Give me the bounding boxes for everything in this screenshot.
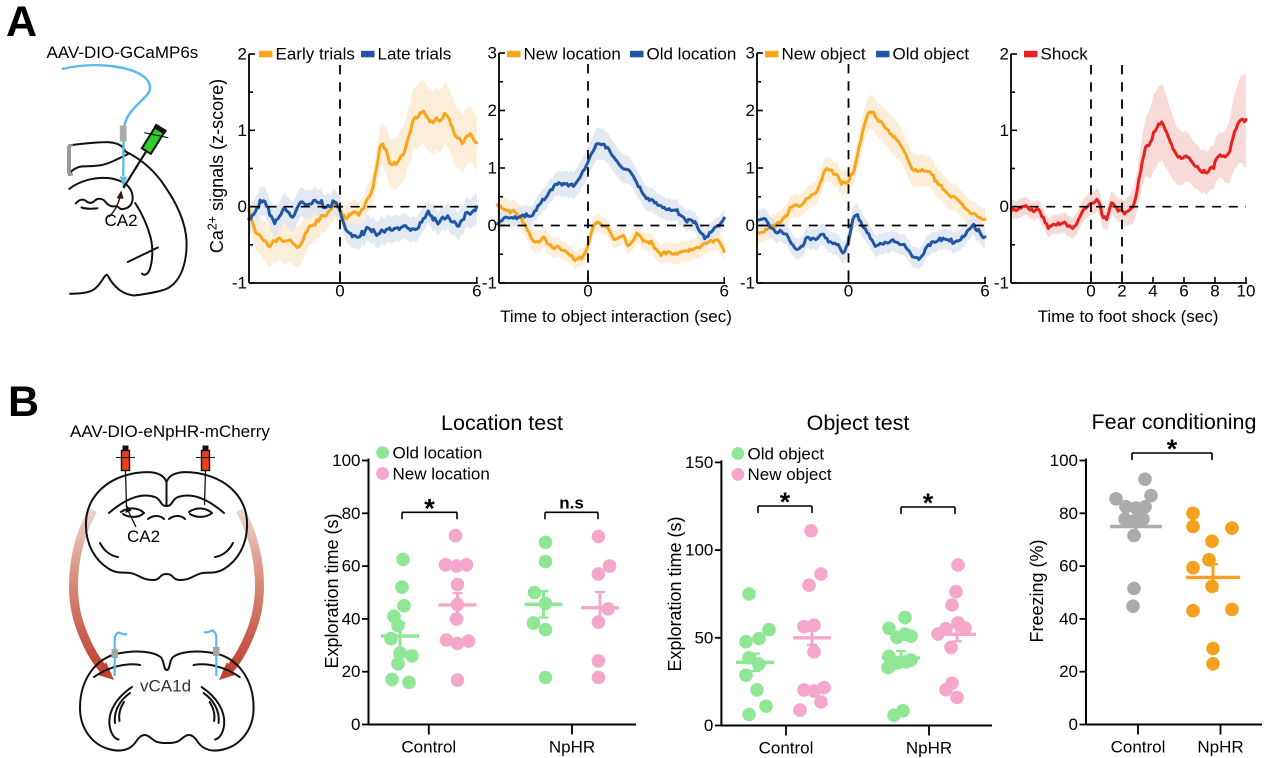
svg-text:2: 2 bbox=[238, 45, 247, 64]
svg-text:New object: New object bbox=[748, 465, 832, 484]
svg-text:2: 2 bbox=[1000, 45, 1009, 64]
svg-text:Old location: Old location bbox=[393, 443, 483, 462]
svg-text:NpHR: NpHR bbox=[549, 738, 595, 757]
svg-text:50: 50 bbox=[694, 628, 713, 647]
svg-text:2: 2 bbox=[1117, 282, 1126, 301]
svg-text:60: 60 bbox=[342, 557, 361, 576]
svg-text:Time to foot shock (sec): Time to foot shock (sec) bbox=[1038, 307, 1219, 326]
svg-text:0: 0 bbox=[704, 716, 713, 735]
svg-text:NpHR: NpHR bbox=[1197, 738, 1243, 757]
svg-text:Object test: Object test bbox=[807, 411, 910, 435]
svg-text:1: 1 bbox=[1000, 121, 1009, 140]
svg-text:0: 0 bbox=[844, 282, 853, 301]
svg-text:vCA1d: vCA1d bbox=[140, 677, 191, 696]
svg-text:1: 1 bbox=[746, 159, 755, 178]
svg-text:A: A bbox=[6, 0, 37, 46]
svg-text:n.s: n.s bbox=[559, 493, 584, 512]
svg-text:*: * bbox=[1167, 434, 1178, 464]
svg-text:New object: New object bbox=[782, 44, 866, 63]
svg-text:Old object: Old object bbox=[893, 44, 970, 63]
svg-text:0: 0 bbox=[238, 197, 247, 216]
svg-text:4: 4 bbox=[1148, 282, 1157, 301]
svg-text:Old location: Old location bbox=[647, 44, 737, 63]
svg-text:-1: -1 bbox=[482, 274, 497, 293]
svg-text:Control: Control bbox=[759, 739, 814, 758]
svg-text:Old object: Old object bbox=[748, 444, 825, 463]
svg-text:3: 3 bbox=[488, 44, 497, 63]
svg-text:*: * bbox=[923, 488, 934, 518]
svg-text:80: 80 bbox=[1059, 504, 1078, 523]
svg-text:0: 0 bbox=[335, 282, 344, 301]
svg-text:Freezing (%): Freezing (%) bbox=[1027, 539, 1047, 642]
svg-text:New location: New location bbox=[524, 44, 621, 63]
svg-text:-1: -1 bbox=[740, 274, 755, 293]
svg-text:1: 1 bbox=[238, 121, 247, 140]
svg-text:Exploration time (s): Exploration time (s) bbox=[665, 516, 685, 671]
svg-text:Exploration time (s): Exploration time (s) bbox=[322, 513, 342, 668]
svg-text:Fear conditioning: Fear conditioning bbox=[1092, 410, 1257, 434]
svg-text:80: 80 bbox=[342, 504, 361, 523]
svg-text:AAV-DIO-GCaMP6s: AAV-DIO-GCaMP6s bbox=[47, 43, 199, 62]
svg-text:8: 8 bbox=[1210, 282, 1219, 301]
svg-text:Ca2+ signals (z-score): Ca2+ signals (z-score) bbox=[206, 79, 228, 253]
svg-text:60: 60 bbox=[1059, 557, 1078, 576]
svg-text:0: 0 bbox=[1000, 197, 1009, 216]
svg-text:Control: Control bbox=[401, 738, 456, 757]
svg-text:Early trials: Early trials bbox=[276, 44, 355, 63]
svg-text:Late trials: Late trials bbox=[378, 44, 452, 63]
svg-text:20: 20 bbox=[342, 662, 361, 681]
svg-text:New location: New location bbox=[393, 464, 490, 483]
svg-text:0: 0 bbox=[488, 216, 497, 235]
svg-text:B: B bbox=[8, 378, 39, 426]
svg-text:0: 0 bbox=[1086, 282, 1095, 301]
svg-text:*: * bbox=[780, 487, 791, 517]
svg-text:Control: Control bbox=[1111, 738, 1166, 757]
svg-text:0: 0 bbox=[583, 282, 592, 301]
svg-text:20: 20 bbox=[1059, 662, 1078, 681]
svg-text:100: 100 bbox=[685, 541, 713, 560]
svg-text:CA2: CA2 bbox=[105, 211, 138, 230]
svg-text:2: 2 bbox=[746, 101, 755, 120]
svg-text:40: 40 bbox=[1059, 609, 1078, 628]
svg-text:0: 0 bbox=[746, 216, 755, 235]
svg-text:2: 2 bbox=[488, 101, 497, 120]
svg-text:-1: -1 bbox=[232, 274, 247, 293]
svg-text:0: 0 bbox=[351, 715, 360, 734]
svg-text:40: 40 bbox=[342, 609, 361, 628]
svg-text:150: 150 bbox=[685, 453, 713, 472]
svg-text:6: 6 bbox=[980, 282, 989, 301]
svg-text:*: * bbox=[424, 493, 435, 523]
svg-text:Shock: Shock bbox=[1041, 44, 1089, 63]
svg-text:10: 10 bbox=[1237, 282, 1256, 301]
svg-text:Location test: Location test bbox=[441, 411, 563, 435]
svg-text:100: 100 bbox=[332, 451, 360, 470]
svg-text:Time to object interaction (se: Time to object interaction (sec) bbox=[500, 307, 732, 326]
svg-text:0: 0 bbox=[1069, 715, 1078, 734]
svg-text:CA2: CA2 bbox=[127, 527, 160, 546]
svg-text:AAV-DIO-eNpHR-mCherry: AAV-DIO-eNpHR-mCherry bbox=[70, 422, 270, 441]
svg-text:1: 1 bbox=[488, 159, 497, 178]
svg-text:6: 6 bbox=[719, 282, 728, 301]
svg-text:6: 6 bbox=[472, 282, 481, 301]
svg-text:100: 100 bbox=[1050, 451, 1078, 470]
svg-text:NpHR: NpHR bbox=[906, 739, 952, 758]
svg-text:6: 6 bbox=[1179, 282, 1188, 301]
svg-text:-1: -1 bbox=[994, 274, 1009, 293]
svg-text:3: 3 bbox=[746, 44, 755, 63]
